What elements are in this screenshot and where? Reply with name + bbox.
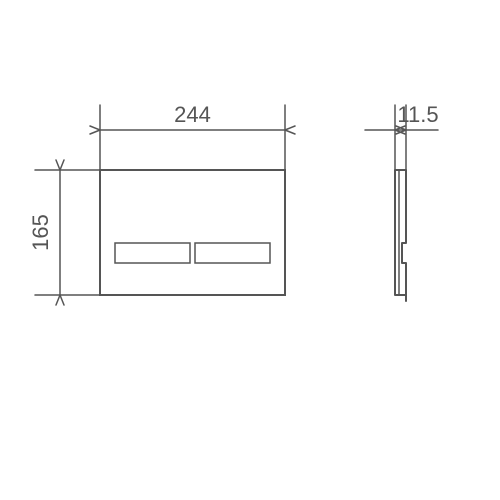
depth-label: 11.5 — [397, 102, 438, 127]
dimension-drawing: 244 165 11.5 — [0, 0, 500, 500]
height-label: 165 — [28, 214, 53, 251]
width-label: 244 — [174, 102, 211, 127]
